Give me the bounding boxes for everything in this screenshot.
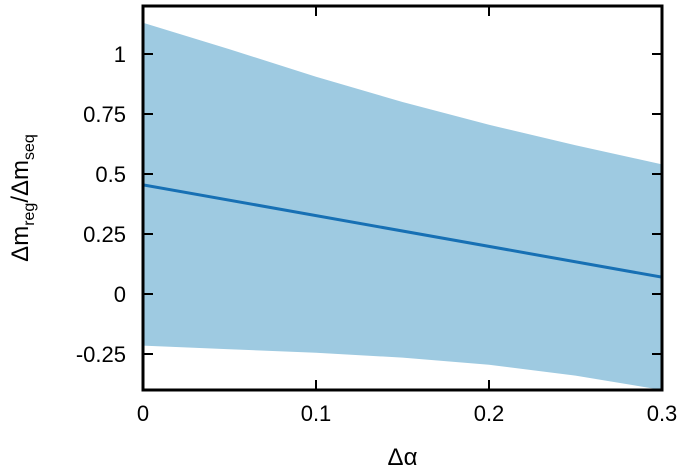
- y-tick-label: 0.75: [83, 102, 126, 127]
- x-tick-label: 0.1: [301, 401, 332, 426]
- y-tick-label: -0.25: [76, 342, 126, 367]
- y-axis-label: Δmreg/Δmseq: [7, 134, 38, 262]
- tick-labels: 0 0.1 0.2 0.3 -0.25 0 0.25 0.5 0.75 1: [76, 42, 677, 426]
- y-tick-label: 1: [114, 42, 126, 67]
- x-tick-label: 0: [137, 401, 149, 426]
- y-tick-label: 0.25: [83, 222, 126, 247]
- axis-ticks: [143, 6, 662, 390]
- y-axis-label-subscript: seq: [21, 134, 38, 160]
- x-tick-label: 0.3: [647, 401, 678, 426]
- plot-frame: [141, 4, 664, 392]
- y-axis-label-subscript: reg: [21, 203, 38, 226]
- trend-line: [143, 183, 662, 279]
- x-tick-label: 0.2: [474, 401, 505, 426]
- confidence-band: [143, 22, 662, 390]
- y-tick-label: 0: [114, 282, 126, 307]
- plot-area: [143, 22, 662, 390]
- x-axis-label: Δα: [388, 444, 418, 471]
- y-tick-label: 0.5: [95, 162, 126, 187]
- y-axis-label-text: /Δm: [7, 160, 34, 203]
- y-axis-label-text: Δm: [7, 226, 34, 262]
